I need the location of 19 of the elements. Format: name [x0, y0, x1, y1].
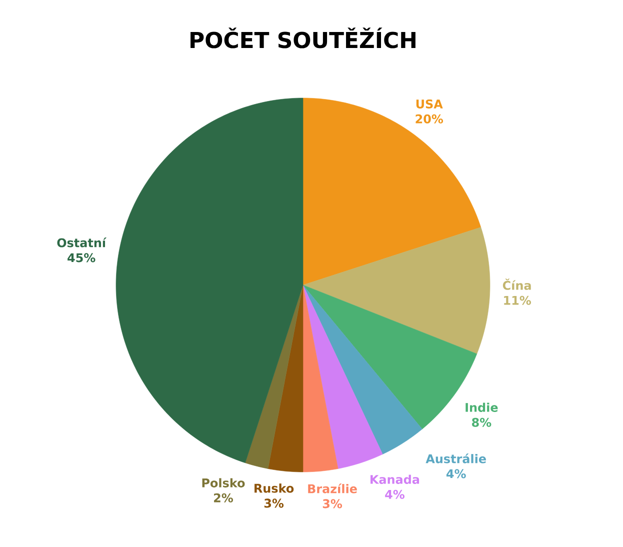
slice-label: Austrálie — [426, 454, 486, 464]
data-label: 3% — [322, 499, 342, 508]
data-label: 45% — [68, 253, 96, 262]
slice-label: Rusko — [254, 484, 294, 493]
slice-label: USA — [416, 99, 443, 108]
data-label: 2% — [214, 493, 233, 502]
data-label: 8% — [472, 418, 492, 427]
slice-label: Kanada — [370, 474, 420, 484]
data-label: 11% — [504, 296, 531, 305]
slice-label: Polsko — [202, 478, 245, 488]
slice-label: Indie — [466, 402, 498, 412]
slice-label: Ostatní — [57, 238, 107, 248]
data-label: 20% — [416, 114, 444, 124]
data-label: 4% — [385, 490, 404, 499]
data-label: 3% — [264, 498, 284, 508]
slice-label: Čína — [502, 278, 531, 290]
chart-title: POČET SOUTĚŽÍCH — [190, 28, 416, 48]
data-label: 4% — [446, 469, 466, 478]
slice-label: Brazílie — [308, 484, 357, 494]
